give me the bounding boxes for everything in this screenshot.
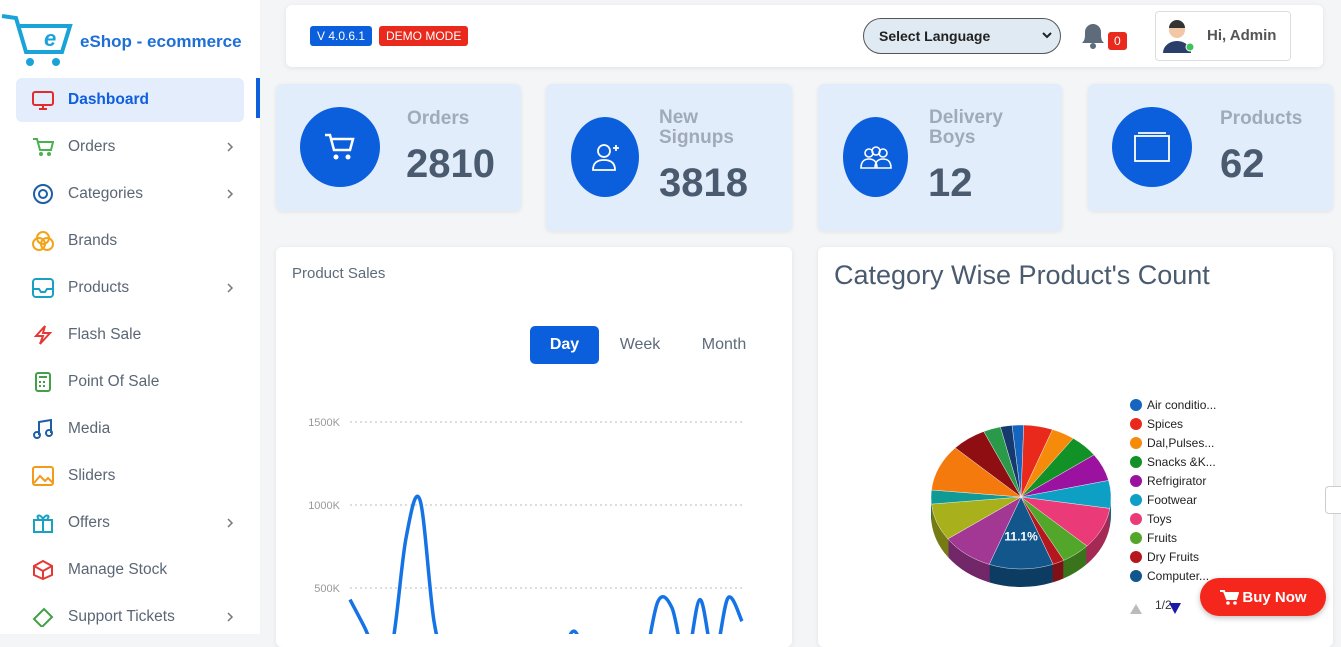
legend-label: Spices bbox=[1147, 417, 1183, 431]
stat-label: Products bbox=[1220, 108, 1303, 129]
header-bar: V 4.0.6.1 DEMO MODE Select Language 0 Hi… bbox=[286, 5, 1323, 67]
pie-label: 11.1% bbox=[1004, 530, 1038, 544]
notification-count: 0 bbox=[1108, 32, 1127, 50]
menu-label: Orders bbox=[68, 138, 116, 155]
stat-card: Products 62 bbox=[1088, 84, 1333, 211]
stat-value: 2810 bbox=[406, 142, 495, 186]
y-tick-label: 1000K bbox=[308, 500, 340, 512]
legend-marker bbox=[1130, 551, 1142, 563]
menu-label: Brands bbox=[68, 232, 118, 249]
tab-month[interactable]: Month bbox=[701, 336, 747, 353]
legend-label: Dal,Pulses... bbox=[1147, 436, 1214, 450]
legend-marker bbox=[1130, 494, 1142, 506]
legend-label: Footwear bbox=[1147, 493, 1197, 507]
stat-label: New Signups bbox=[659, 107, 734, 148]
buy-now-button[interactable]: Buy Now bbox=[1200, 578, 1326, 616]
side-tab[interactable] bbox=[1325, 486, 1341, 514]
y-tick-label: 500K bbox=[314, 583, 340, 595]
stat-card: New Signups 3818 bbox=[546, 84, 792, 231]
legend-marker bbox=[1130, 418, 1142, 430]
menu-item[interactable]: Categories bbox=[16, 172, 244, 216]
menu-label: Support Tickets bbox=[68, 608, 175, 625]
stat-label: Delivery Boys bbox=[929, 107, 1003, 148]
sidebar: e eShop - ecommerce Dashboard Orders Cat… bbox=[0, 0, 260, 634]
menu-item[interactable]: Point Of Sale bbox=[16, 360, 244, 404]
legend-label: Computer... bbox=[1147, 569, 1209, 583]
stat-card: Delivery Boys 12 bbox=[818, 84, 1062, 231]
brand: eShop - ecommerce bbox=[80, 32, 242, 51]
language-select[interactable]: Select Language bbox=[863, 18, 1061, 54]
sales-card: Product Sales Day Week Month bbox=[276, 247, 792, 647]
sales-line bbox=[348, 494, 744, 634]
menu-item[interactable]: Dashboard bbox=[16, 78, 244, 122]
pie-slice bbox=[1000, 425, 1022, 498]
legend-marker bbox=[1130, 456, 1142, 468]
legend-marker bbox=[1130, 532, 1142, 544]
menu-item[interactable]: Brands bbox=[16, 219, 244, 263]
stat-label: Orders bbox=[407, 108, 470, 129]
legend-label: Snacks &K... bbox=[1147, 455, 1216, 469]
legend-label: Refrigirator bbox=[1147, 474, 1206, 488]
logo: e bbox=[1, 14, 73, 66]
pie-slice bbox=[988, 496, 1054, 570]
menu-item[interactable]: Products bbox=[16, 266, 244, 310]
menu-label: Offers bbox=[68, 514, 110, 531]
chart-title: Category Wise Product's Count bbox=[834, 260, 1210, 290]
legend-label: Dry Fruits bbox=[1147, 550, 1199, 564]
stat-value: 62 bbox=[1220, 142, 1265, 186]
user-menu[interactable]: Hi, Admin bbox=[1155, 11, 1291, 61]
legend-marker bbox=[1130, 475, 1142, 487]
menu-item[interactable]: Flash Sale bbox=[16, 313, 244, 357]
legend-page: 1/2 bbox=[1155, 598, 1172, 612]
menu-label: Manage Stock bbox=[68, 561, 168, 578]
greeting: Hi, Admin bbox=[1207, 27, 1277, 44]
legend-label: Toys bbox=[1147, 512, 1172, 526]
menu-label: Categories bbox=[68, 185, 143, 202]
tab-day[interactable]: Day bbox=[530, 326, 599, 364]
menu-item[interactable]: Sliders bbox=[16, 454, 244, 498]
stat-card: Orders 2810 bbox=[276, 84, 521, 211]
menu-label: Media bbox=[68, 420, 111, 437]
menu-label: Products bbox=[68, 279, 130, 296]
legend-marker bbox=[1130, 437, 1142, 449]
legend-marker bbox=[1130, 399, 1142, 411]
language-label: Select Language bbox=[879, 28, 991, 44]
menu-item[interactable]: Offers bbox=[16, 501, 244, 545]
bell-icon[interactable] bbox=[1078, 19, 1108, 51]
legend-label: Fruits bbox=[1147, 531, 1177, 545]
legend-prev[interactable] bbox=[1130, 604, 1142, 614]
charts: 1/2 500K 1000K 1500K 11.1% Air conditio... Sp… bbox=[308, 398, 1216, 634]
legend-label: Air conditio... bbox=[1147, 398, 1216, 412]
version-badge: V 4.0.6.1 bbox=[310, 26, 373, 46]
menu-label: Sliders bbox=[68, 467, 116, 484]
menu-label: Dashboard bbox=[68, 91, 149, 108]
menu-item[interactable]: Orders bbox=[16, 125, 244, 169]
mode-badge: DEMO MODE bbox=[379, 26, 469, 46]
stat-value: 3818 bbox=[659, 161, 748, 205]
menu-item[interactable]: Media bbox=[16, 407, 244, 451]
buy-now-label: Buy Now bbox=[1242, 588, 1307, 606]
legend-marker bbox=[1130, 513, 1142, 525]
chart-title: Product Sales bbox=[292, 265, 386, 282]
svg-text:e: e bbox=[44, 26, 56, 51]
stat-value: 12 bbox=[928, 161, 973, 205]
menu-item[interactable]: Manage Stock bbox=[16, 548, 244, 592]
tab-week[interactable]: Week bbox=[619, 336, 661, 353]
legend-marker bbox=[1130, 570, 1142, 582]
menu-label: Flash Sale bbox=[68, 326, 142, 343]
legend-next[interactable] bbox=[1169, 603, 1181, 614]
menu-item[interactable]: Support Tickets bbox=[16, 595, 244, 639]
y-tick-label: 1500K bbox=[308, 417, 340, 429]
menu-label: Point Of Sale bbox=[68, 373, 160, 390]
